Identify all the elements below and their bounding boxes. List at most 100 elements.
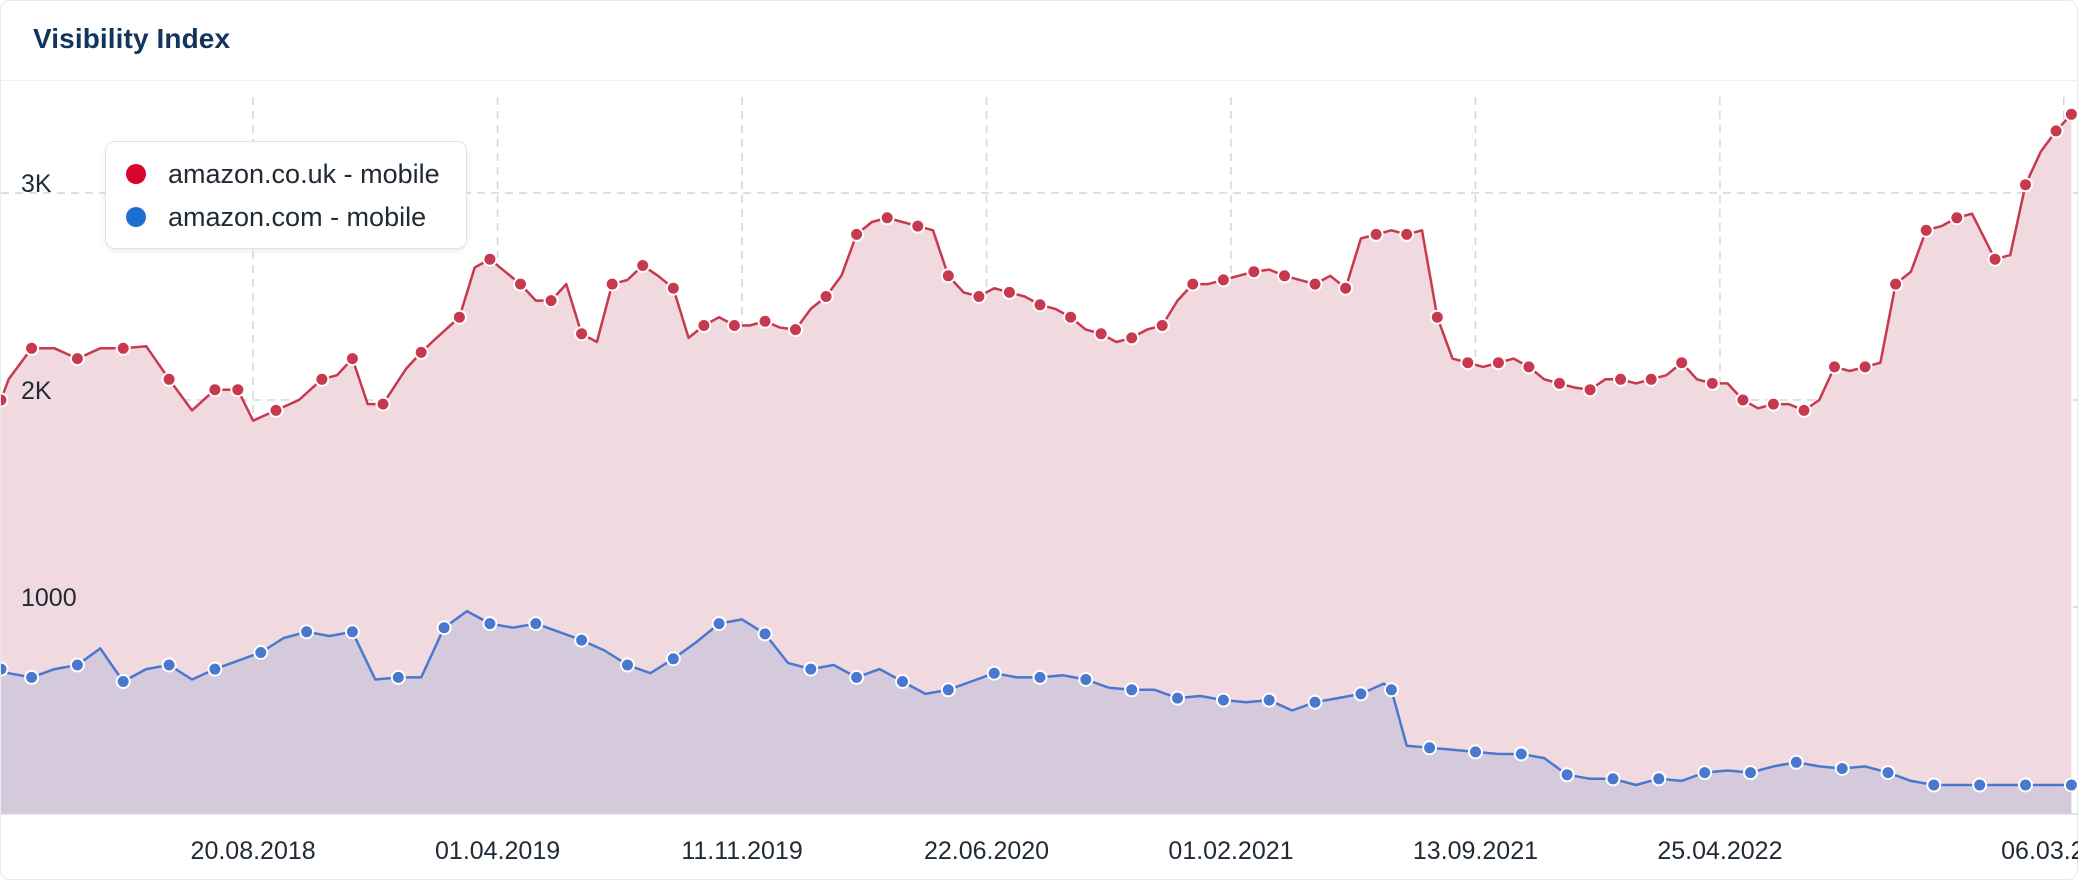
data-point-uk[interactable] xyxy=(1674,355,1690,371)
data-point-uk[interactable] xyxy=(2048,123,2064,139)
data-point-com[interactable] xyxy=(665,651,681,667)
data-point-uk[interactable] xyxy=(69,351,85,367)
data-point-uk[interactable] xyxy=(375,396,391,412)
data-point-com[interactable] xyxy=(207,661,223,677)
data-point-com[interactable] xyxy=(1261,692,1277,708)
data-point-uk[interactable] xyxy=(1613,371,1629,387)
data-point-uk[interactable] xyxy=(207,382,223,398)
data-point-uk[interactable] xyxy=(1643,371,1659,387)
data-point-uk[interactable] xyxy=(1032,297,1048,313)
data-point-uk[interactable] xyxy=(818,289,834,304)
data-point-uk[interactable] xyxy=(1093,326,1109,342)
data-point-uk[interactable] xyxy=(1063,309,1079,325)
data-point-com[interactable] xyxy=(390,669,406,685)
data-point-uk[interactable] xyxy=(635,258,651,273)
data-point-com[interactable] xyxy=(1788,754,1804,770)
data-point-uk[interactable] xyxy=(1949,210,1965,226)
data-point-com[interactable] xyxy=(1651,771,1667,787)
data-point-uk[interactable] xyxy=(726,318,742,333)
data-point-com[interactable] xyxy=(1880,765,1896,781)
data-point-com[interactable] xyxy=(849,669,865,685)
data-point-com[interactable] xyxy=(1170,690,1185,706)
data-point-uk[interactable] xyxy=(1888,276,1904,292)
data-point-com[interactable] xyxy=(940,682,956,698)
data-point-com[interactable] xyxy=(161,657,177,673)
data-point-uk[interactable] xyxy=(1521,359,1537,375)
data-point-uk[interactable] xyxy=(604,276,620,292)
data-point-uk[interactable] xyxy=(1827,359,1842,375)
data-point-com[interactable] xyxy=(2063,777,2078,793)
data-point-uk[interactable] xyxy=(910,218,926,234)
data-point-com[interactable] xyxy=(1353,686,1369,702)
data-point-com[interactable] xyxy=(574,632,590,648)
data-point-uk[interactable] xyxy=(971,289,987,304)
data-point-uk[interactable] xyxy=(451,309,467,325)
legend-item-uk[interactable]: amazon.co.uk - mobile xyxy=(126,154,440,194)
data-point-uk[interactable] xyxy=(1307,276,1323,292)
data-point-uk[interactable] xyxy=(268,402,284,418)
data-point-com[interactable] xyxy=(1468,744,1483,760)
data-point-com[interactable] xyxy=(1124,682,1140,698)
data-point-com[interactable] xyxy=(757,626,773,642)
data-point-uk[interactable] xyxy=(788,322,803,338)
data-point-com[interactable] xyxy=(1032,669,1048,685)
data-point-uk[interactable] xyxy=(1368,226,1384,242)
data-point-uk[interactable] xyxy=(940,268,956,284)
data-point-com[interactable] xyxy=(1078,672,1094,687)
data-point-com[interactable] xyxy=(1383,682,1399,698)
data-point-uk[interactable] xyxy=(696,318,712,333)
legend-item-com[interactable]: amazon.com - mobile xyxy=(126,197,426,237)
data-point-com[interactable] xyxy=(1834,761,1850,776)
data-point-uk[interactable] xyxy=(1246,264,1262,280)
data-point-uk[interactable] xyxy=(344,351,360,367)
data-point-com[interactable] xyxy=(1513,746,1529,762)
data-point-com[interactable] xyxy=(711,616,727,632)
data-point-uk[interactable] xyxy=(543,293,559,309)
data-point-com[interactable] xyxy=(895,674,910,689)
data-point-uk[interactable] xyxy=(1582,382,1598,398)
data-point-com[interactable] xyxy=(986,665,1002,681)
data-point-com[interactable] xyxy=(1697,765,1713,781)
data-point-com[interactable] xyxy=(2018,777,2033,793)
data-point-uk[interactable] xyxy=(1399,226,1415,242)
data-point-com[interactable] xyxy=(1559,767,1575,783)
data-point-uk[interactable] xyxy=(2018,177,2033,193)
data-point-com[interactable] xyxy=(1422,740,1438,756)
data-point-uk[interactable] xyxy=(230,382,246,398)
data-point-uk[interactable] xyxy=(161,371,177,387)
data-point-com[interactable] xyxy=(1972,777,1988,793)
data-point-com[interactable] xyxy=(1,661,9,677)
data-point-uk[interactable] xyxy=(1338,280,1354,296)
data-point-uk[interactable] xyxy=(1857,359,1873,375)
data-point-uk[interactable] xyxy=(1735,392,1751,408)
data-point-com[interactable] xyxy=(1743,765,1758,781)
data-point-com[interactable] xyxy=(24,669,40,685)
data-point-com[interactable] xyxy=(1215,692,1231,708)
data-point-com[interactable] xyxy=(69,657,85,673)
data-point-uk[interactable] xyxy=(1704,375,1720,391)
data-point-com[interactable] xyxy=(803,661,819,677)
data-point-uk[interactable] xyxy=(1154,318,1170,333)
data-point-uk[interactable] xyxy=(1987,251,2003,267)
data-point-com[interactable] xyxy=(253,645,269,660)
data-point-uk[interactable] xyxy=(314,371,330,387)
data-point-uk[interactable] xyxy=(665,280,681,296)
data-point-com[interactable] xyxy=(1307,694,1323,710)
data-point-com[interactable] xyxy=(528,616,544,632)
data-point-com[interactable] xyxy=(436,620,452,636)
data-point-com[interactable] xyxy=(344,624,360,640)
data-point-uk[interactable] xyxy=(757,313,773,329)
data-point-com[interactable] xyxy=(620,657,635,673)
data-point-uk[interactable] xyxy=(1552,375,1567,391)
data-point-uk[interactable] xyxy=(115,340,131,356)
data-point-uk[interactable] xyxy=(1001,284,1017,300)
data-point-uk[interactable] xyxy=(513,276,528,292)
data-point-uk[interactable] xyxy=(1796,402,1812,418)
data-point-com[interactable] xyxy=(1926,777,1942,793)
data-point-uk[interactable] xyxy=(879,210,895,226)
data-point-uk[interactable] xyxy=(24,340,40,356)
data-point-uk[interactable] xyxy=(1918,222,1934,238)
data-point-uk[interactable] xyxy=(1,392,9,408)
data-point-uk[interactable] xyxy=(2063,106,2078,122)
